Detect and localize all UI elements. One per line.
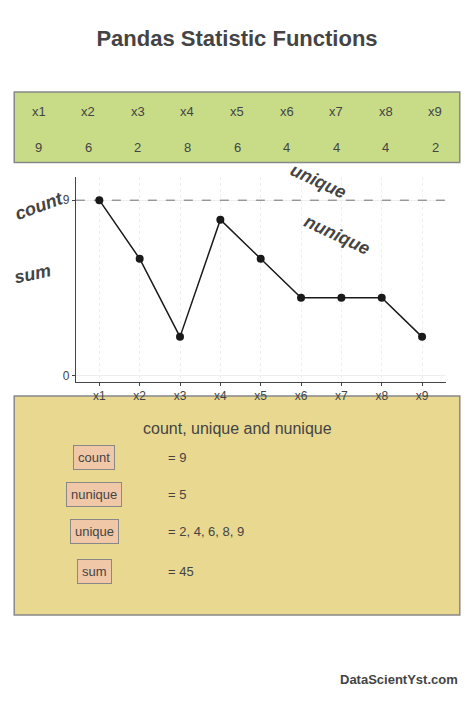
svg-text:x5: x5 <box>230 104 244 119</box>
svg-text:x9: x9 <box>416 389 429 403</box>
svg-text:nunique: nunique <box>301 211 373 259</box>
svg-text:x5: x5 <box>254 389 267 403</box>
svg-text:9: 9 <box>35 140 42 155</box>
svg-text:= 5: = 5 <box>168 487 186 502</box>
svg-text:Pandas Statistic Functions: Pandas Statistic Functions <box>96 26 377 51</box>
svg-text:4: 4 <box>382 140 389 155</box>
svg-text:x2: x2 <box>133 389 146 403</box>
svg-text:4: 4 <box>283 140 290 155</box>
svg-text:= 2, 4, 6, 8, 9: = 2, 4, 6, 8, 9 <box>168 524 244 539</box>
svg-text:x1: x1 <box>32 104 46 119</box>
svg-text:x6: x6 <box>295 389 308 403</box>
svg-text:4: 4 <box>333 140 340 155</box>
svg-text:x3: x3 <box>131 104 145 119</box>
svg-text:8: 8 <box>184 140 191 155</box>
svg-text:= 45: = 45 <box>168 564 194 579</box>
svg-text:x4: x4 <box>214 389 227 403</box>
svg-text:nunique: nunique <box>71 487 117 502</box>
svg-text:sum: sum <box>12 260 52 287</box>
svg-text:2: 2 <box>432 140 439 155</box>
svg-text:x7: x7 <box>329 104 343 119</box>
svg-text:DataScientYst.com: DataScientYst.com <box>340 672 458 687</box>
svg-text:0: 0 <box>63 369 70 383</box>
svg-text:count: count <box>12 188 66 224</box>
svg-text:x8: x8 <box>375 389 388 403</box>
svg-text:6: 6 <box>234 140 241 155</box>
svg-text:= 9: = 9 <box>168 450 186 465</box>
svg-text:x6: x6 <box>280 104 294 119</box>
svg-text:x3: x3 <box>174 389 187 403</box>
svg-text:x4: x4 <box>180 104 194 119</box>
svg-text:sum: sum <box>82 564 107 579</box>
svg-text:unique: unique <box>75 524 114 539</box>
svg-text:x8: x8 <box>379 104 393 119</box>
svg-text:x7: x7 <box>335 389 348 403</box>
svg-text:count, unique and nunique: count, unique and nunique <box>143 420 332 437</box>
svg-text:6: 6 <box>85 140 92 155</box>
svg-text:x1: x1 <box>93 389 106 403</box>
svg-text:count: count <box>78 450 110 465</box>
svg-text:2: 2 <box>134 140 141 155</box>
svg-text:unique: unique <box>287 160 349 203</box>
svg-text:9: 9 <box>63 193 70 207</box>
svg-text:x9: x9 <box>428 104 442 119</box>
svg-text:x2: x2 <box>81 104 95 119</box>
